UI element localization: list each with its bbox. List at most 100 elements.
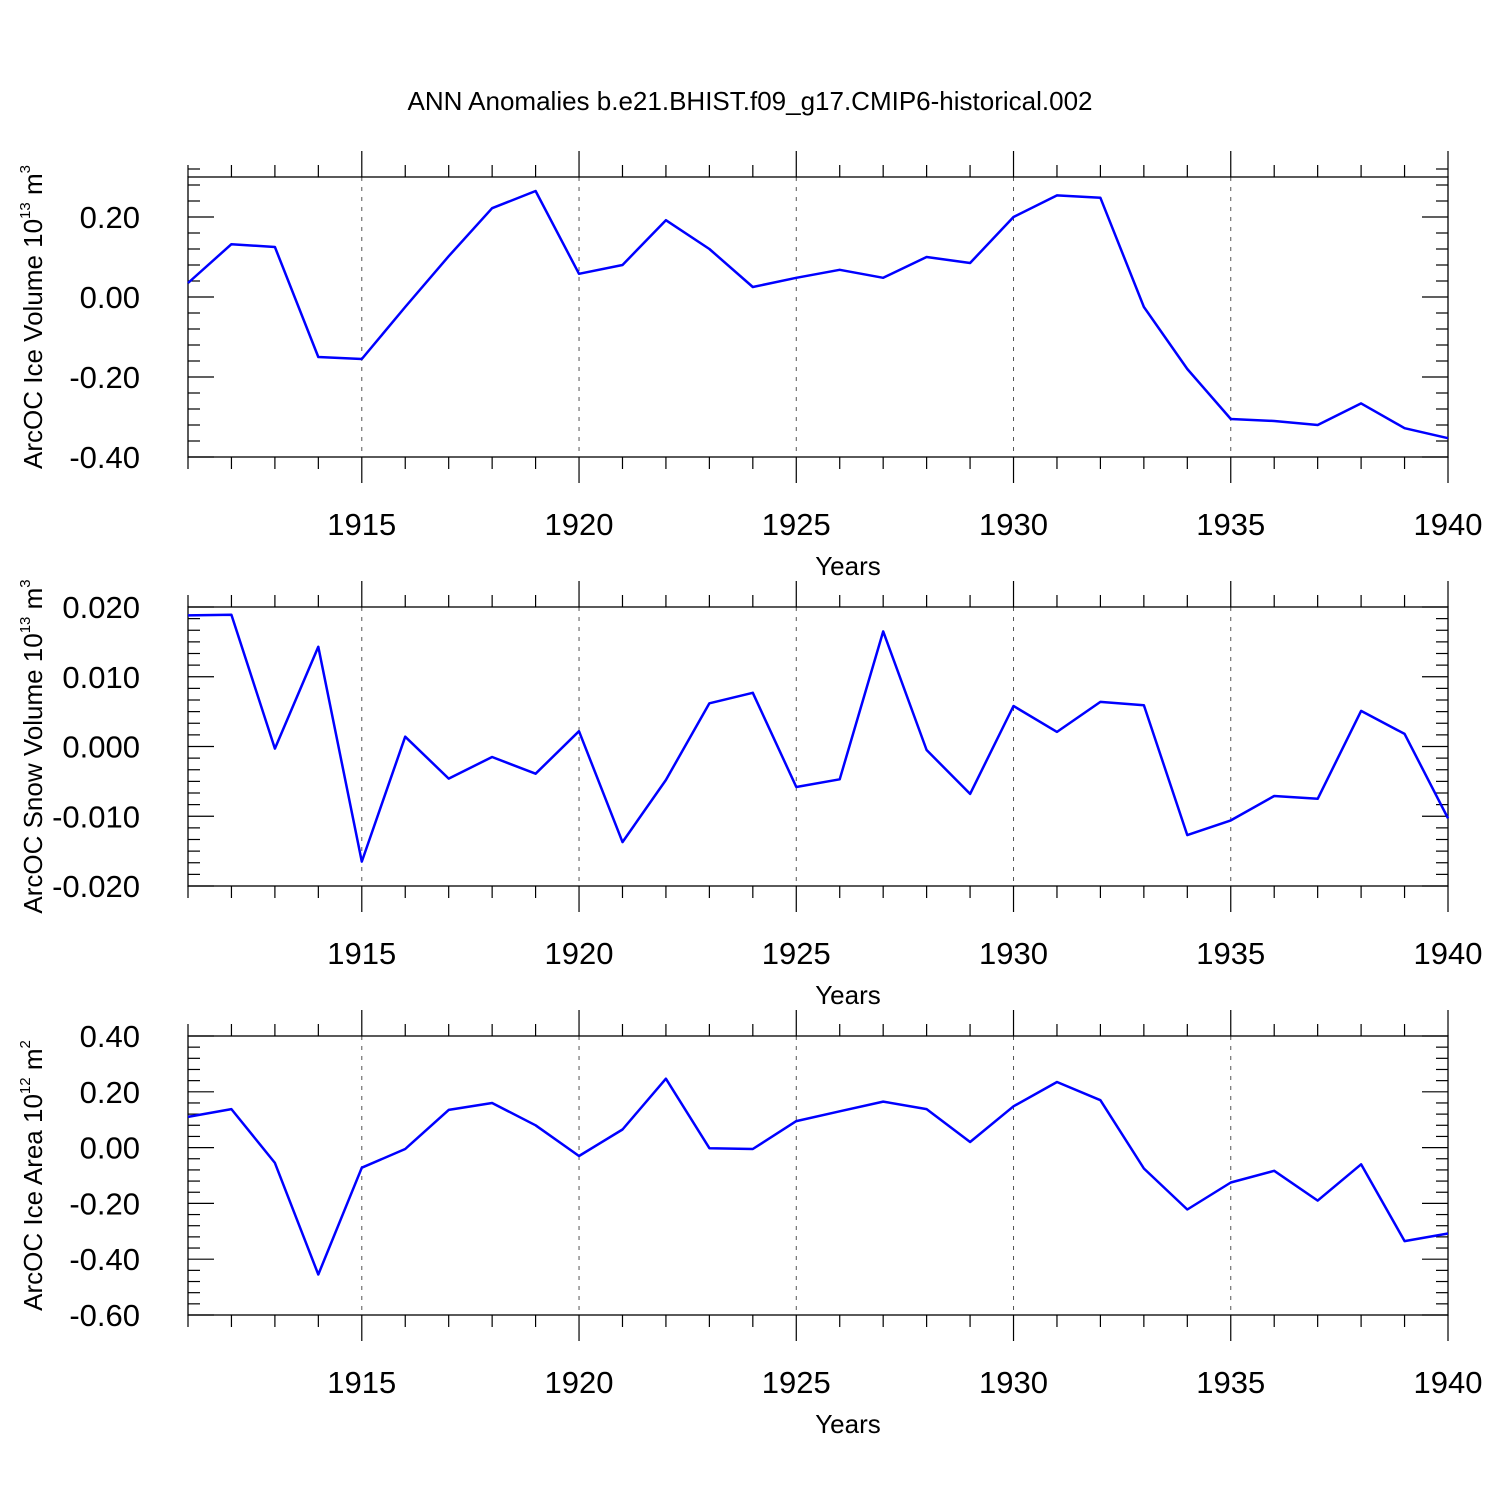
data-point	[1056, 194, 1058, 196]
series-line-snow-volume	[187, 613, 1450, 863]
data-point	[665, 779, 667, 781]
data-point	[187, 1116, 189, 1118]
data-point	[187, 614, 189, 616]
data-point	[621, 1128, 623, 1130]
data-point	[578, 273, 580, 275]
data-point	[1012, 216, 1014, 218]
data-point	[1143, 1167, 1145, 1169]
x-tick-label: 1935	[1196, 1365, 1265, 1400]
data-point	[404, 1148, 406, 1150]
data-point	[752, 286, 754, 288]
x-tick-label: 1930	[979, 507, 1048, 542]
y-tick-label: -0.20	[69, 1186, 140, 1221]
data-point	[491, 1102, 493, 1104]
data-point	[708, 702, 710, 704]
data-point	[1447, 817, 1449, 819]
y-tick-label: -0.010	[52, 799, 140, 834]
x-axis-title: Years	[815, 1409, 881, 1439]
y-tick-label: 0.020	[62, 590, 140, 625]
data-point	[665, 219, 667, 221]
data-point	[969, 793, 971, 795]
y-tick-label: 0.20	[80, 1075, 140, 1110]
x-tick-label: 1935	[1196, 936, 1265, 971]
data-point	[230, 613, 232, 615]
y-tick-label: 0.010	[62, 660, 140, 695]
data-point	[1273, 1170, 1275, 1172]
y-tick-label: 0.00	[80, 280, 140, 315]
plot-frame	[187, 176, 1449, 458]
y-tick-label: 0.40	[80, 1019, 140, 1054]
y-tick-label: -0.40	[69, 1242, 140, 1277]
x-tick-label: 1915	[327, 936, 396, 971]
data-point	[1316, 798, 1318, 800]
plot-frame	[187, 606, 1449, 887]
y-axis-title: ArcOC Snow Volume 1013 m3	[17, 579, 48, 913]
data-point	[361, 860, 363, 862]
data-point	[882, 277, 884, 279]
data-point	[621, 841, 623, 843]
y-tick-label: 0.00	[80, 1131, 140, 1166]
data-point	[578, 730, 580, 732]
data-point	[534, 1124, 536, 1126]
x-tick-label: 1930	[979, 1365, 1048, 1400]
data-point	[230, 243, 232, 245]
data-point	[447, 255, 449, 257]
data-point	[1230, 1181, 1232, 1183]
x-tick-label: 1940	[1414, 507, 1483, 542]
x-tick-label: 1915	[327, 507, 396, 542]
data-point	[1056, 731, 1058, 733]
data-point	[1186, 1208, 1188, 1210]
data-point	[882, 630, 884, 632]
y-tick-label: 0.000	[62, 730, 140, 765]
data-point	[1099, 197, 1101, 199]
y-tick-label: 0.20	[80, 200, 140, 235]
data-point	[1360, 402, 1362, 404]
data-point	[578, 1155, 580, 1157]
data-point	[317, 646, 319, 648]
plot-frame	[187, 1035, 1449, 1316]
data-point	[274, 1162, 276, 1164]
x-tick-label: 1935	[1196, 507, 1265, 542]
data-point	[752, 1148, 754, 1150]
data-point	[969, 262, 971, 264]
data-point	[534, 773, 536, 775]
panel-snow-volume: -0.020 -0.010 0.000 0.010 0.020 1915 1920 1925 1…	[17, 579, 1482, 1010]
data-point	[1012, 705, 1014, 707]
x-tick-label: 1915	[327, 1365, 396, 1400]
data-point	[230, 1108, 232, 1110]
data-point	[1056, 1081, 1058, 1083]
data-point	[1186, 368, 1188, 370]
data-point	[317, 1273, 319, 1275]
data-point	[317, 356, 319, 358]
data-point	[925, 1108, 927, 1110]
data-point	[1230, 418, 1232, 420]
data-point	[1012, 1105, 1014, 1107]
data-point	[534, 190, 536, 192]
y-tick-label: -0.40	[69, 440, 140, 475]
data-point	[969, 1141, 971, 1143]
data-point	[882, 1100, 884, 1102]
data-point	[839, 269, 841, 271]
data-point	[925, 256, 927, 258]
data-point	[491, 756, 493, 758]
y-tick-label: -0.60	[69, 1298, 140, 1333]
data-point	[404, 736, 406, 738]
data-point	[361, 1166, 363, 1168]
data-point	[839, 778, 841, 780]
data-point	[839, 1110, 841, 1112]
data-point	[708, 1147, 710, 1149]
data-point	[1316, 424, 1318, 426]
panel-ice-area: -0.60 -0.40 -0.20 0.00 0.20 0.40 1915 1920 1925 1…	[17, 1010, 1482, 1439]
data-point	[1230, 819, 1232, 821]
data-point	[1447, 437, 1449, 439]
x-tick-label: 1925	[762, 936, 831, 971]
data-point	[795, 786, 797, 788]
x-tick-label: 1920	[545, 1365, 614, 1400]
data-point	[1360, 710, 1362, 712]
data-point	[1186, 834, 1188, 836]
data-point	[1316, 1199, 1318, 1201]
x-tick-label: 1920	[545, 507, 614, 542]
data-point	[1360, 1163, 1362, 1165]
data-point	[404, 306, 406, 308]
data-point	[1099, 1099, 1101, 1101]
